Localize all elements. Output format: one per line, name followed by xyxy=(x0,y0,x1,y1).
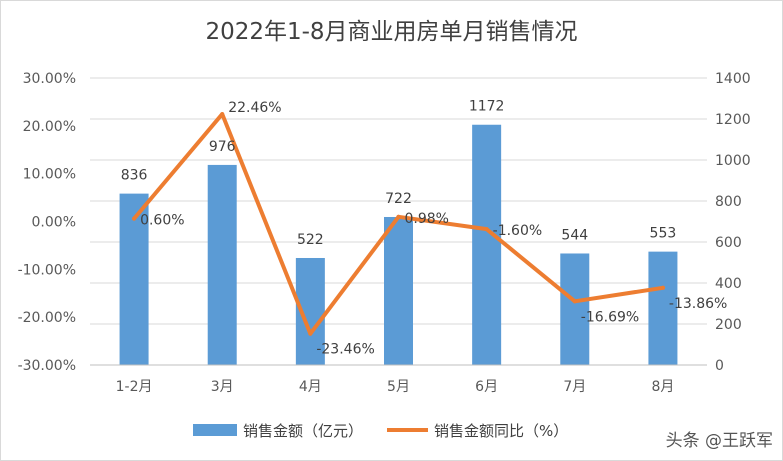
y-right-tick: 1400 xyxy=(715,71,751,87)
legend-line-label: 销售金额同比（%） xyxy=(434,422,568,440)
y-right-tick: 400 xyxy=(715,276,742,292)
bar xyxy=(648,251,678,365)
line-value-label: 0.98% xyxy=(405,211,449,227)
bar-series xyxy=(119,124,678,366)
line-value-label: 0.60% xyxy=(140,213,184,229)
line-value-label: -23.46% xyxy=(316,342,374,358)
y-left-tick: 0.00% xyxy=(32,215,76,231)
y-left-tick: -20.00% xyxy=(18,310,76,326)
line-value-label: -1.60% xyxy=(493,223,543,239)
line-value-label: 22.46% xyxy=(228,100,281,116)
legend-bar-label: 销售金额（亿元） xyxy=(243,422,363,440)
bar-value-label: 553 xyxy=(650,226,677,242)
legend-bar-swatch xyxy=(193,424,237,436)
bar-value-label: 722 xyxy=(385,191,412,207)
bar-value-label: 976 xyxy=(209,139,236,155)
y-right-tick: 600 xyxy=(715,235,742,251)
line-point xyxy=(308,331,313,336)
line-point xyxy=(572,299,577,304)
bar-value-label: 522 xyxy=(297,232,324,248)
bar-value-label: 1172 xyxy=(469,99,505,115)
line-point xyxy=(220,112,225,117)
y-left-tick: 20.00% xyxy=(23,119,76,135)
watermark-text: 头条 @王跃军 xyxy=(665,431,773,451)
line-point xyxy=(396,214,401,219)
line-point xyxy=(660,285,665,290)
y-left-tick: -30.00% xyxy=(18,358,76,374)
bar-value-label: 544 xyxy=(561,227,588,243)
line-value-label: -13.86% xyxy=(669,296,727,312)
x-tick-label: 1-2月 xyxy=(116,379,153,395)
line-series xyxy=(132,112,665,336)
y-right-tick: 1000 xyxy=(715,153,751,169)
y-left-tick: 10.00% xyxy=(23,167,76,183)
y-right-tick: 200 xyxy=(715,317,742,333)
x-tick-label: 3月 xyxy=(211,379,234,395)
line-point xyxy=(132,216,137,221)
x-tick-label: 5月 xyxy=(387,379,410,395)
bar xyxy=(207,164,237,365)
y-right-tick: 0 xyxy=(715,358,724,374)
y-right-tick: 800 xyxy=(715,194,742,210)
data-labels: 836 976 522 722 1172 544 553 0.60% 22.46% -23.46%… xyxy=(121,99,728,358)
axes: 1400 1200 1000 800 600 400 200 0 30.00% 20.00% 10.… xyxy=(18,71,751,395)
legend: 销售金额（亿元） 销售金额同比（%） xyxy=(193,422,568,440)
y-left-tick: 30.00% xyxy=(23,71,76,87)
chart-title: 2022年1-8月商业用房单月销售情况 xyxy=(205,19,578,45)
y-right-tick: 1200 xyxy=(715,112,751,128)
bar xyxy=(119,193,149,365)
bar xyxy=(472,124,502,366)
x-tick-label: 8月 xyxy=(651,379,674,395)
x-tick-label: 7月 xyxy=(563,379,586,395)
x-tick-label: 4月 xyxy=(299,379,322,395)
line-point xyxy=(484,227,489,232)
bar xyxy=(560,253,590,365)
bar-value-label: 836 xyxy=(121,168,148,184)
bar xyxy=(384,216,413,365)
x-tick-label: 6月 xyxy=(475,379,498,395)
line-value-label: -16.69% xyxy=(581,309,639,325)
y-left-tick: -10.00% xyxy=(18,262,76,278)
